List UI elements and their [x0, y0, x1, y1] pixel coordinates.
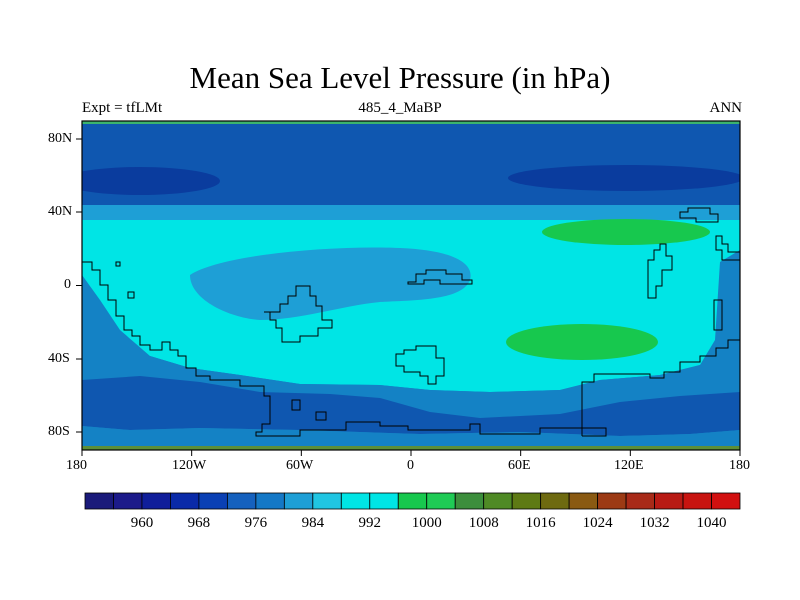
colorbar-swatch: [682, 492, 712, 510]
top-band: [82, 121, 740, 124]
colorbar-label: 1000: [412, 515, 442, 531]
north-mid-band: [82, 205, 740, 221]
coast-south-1: [340, 421, 607, 437]
y-label-40s: 40S: [48, 351, 70, 366]
colorbar-swatch: [426, 492, 456, 510]
colorbar-label: 1024: [583, 515, 614, 531]
colorbar-swatch: [454, 492, 485, 510]
south-polar: [82, 426, 740, 450]
colorbar-swatch: [597, 492, 627, 510]
x-label-180w: 180: [66, 458, 87, 473]
island-8: [713, 299, 723, 331]
north-dark-band: [82, 121, 740, 207]
equatorial-patch: [190, 247, 471, 320]
y-label-0: 0: [64, 277, 71, 292]
coast-west: [82, 261, 340, 437]
colorbar-swatch: [483, 492, 513, 510]
x-label-120e: 120E: [614, 458, 644, 473]
island-1: [264, 285, 333, 343]
colorbar-swatch: [340, 492, 371, 510]
south-dark-band: [82, 376, 740, 436]
colorbar-swatch: [625, 492, 655, 510]
colorbar-label: 992: [359, 515, 382, 531]
map-title: Mean Sea Level Pressure (in hPa): [189, 60, 611, 95]
colorbar-swatch: [568, 492, 599, 510]
island-6: [679, 207, 719, 223]
island-2: [407, 269, 473, 285]
colorbar-label: 1008: [469, 515, 499, 531]
coast-south-2: [581, 339, 740, 436]
colorbar-label: 1016: [526, 515, 557, 531]
colorbar-label: 1040: [697, 515, 727, 531]
y-label-80s: 80S: [48, 424, 70, 439]
x-label-60e: 60E: [508, 458, 531, 473]
y-label-80n: 80N: [48, 131, 73, 146]
period-label: 485_4_MaBP: [358, 100, 442, 116]
colorbar-swatch: [113, 492, 143, 510]
island-4: [647, 243, 673, 299]
north-low-east: [508, 165, 740, 191]
colorbar-swatch: [255, 492, 285, 510]
north-low-west: [82, 167, 220, 195]
x-label-120w: 120W: [172, 458, 207, 473]
colorbar-label: 984: [302, 515, 325, 531]
colorbar-swatch: [170, 492, 200, 510]
colorbar-label: 968: [188, 515, 211, 531]
colorbar-swatch: [369, 492, 399, 510]
island-3: [395, 345, 445, 385]
colorbar-swatch: [141, 492, 171, 510]
colorbar-label: 976: [245, 515, 268, 531]
high-south: [506, 324, 658, 360]
colorbar-swatch: [283, 492, 314, 510]
colorbar-swatch: [198, 492, 228, 510]
y-label-40n: 40N: [48, 204, 73, 219]
colorbar-swatch: [312, 492, 342, 510]
experiment-label: Expt = tfLMt: [82, 100, 163, 116]
high-north: [542, 219, 710, 245]
coastlines: [82, 207, 741, 437]
map-field: [82, 121, 740, 450]
colorbar-swatch: [654, 492, 684, 510]
colorbar-swatch: [511, 492, 542, 510]
colorbar-swatch: [711, 492, 741, 510]
colorbar-swatch: [84, 492, 114, 510]
colorbar-swatch: [397, 492, 428, 510]
x-label-60w: 60W: [286, 458, 314, 473]
bottom-band: [82, 446, 740, 450]
season-label: ANN: [709, 100, 743, 116]
axis-ticks: [76, 138, 741, 456]
colorbar-label: 1032: [640, 515, 670, 531]
colorbar-swatch: [540, 492, 570, 510]
colorbar-label: 960: [131, 515, 154, 531]
colorbar: 960 968 976 984 992 1000 1008 1016 1024 1032 1040: [84, 492, 741, 531]
island-7: [115, 261, 327, 421]
x-label-0: 0: [407, 458, 414, 473]
colorbar-swatch: [226, 492, 257, 510]
x-label-180e: 180: [729, 458, 750, 473]
